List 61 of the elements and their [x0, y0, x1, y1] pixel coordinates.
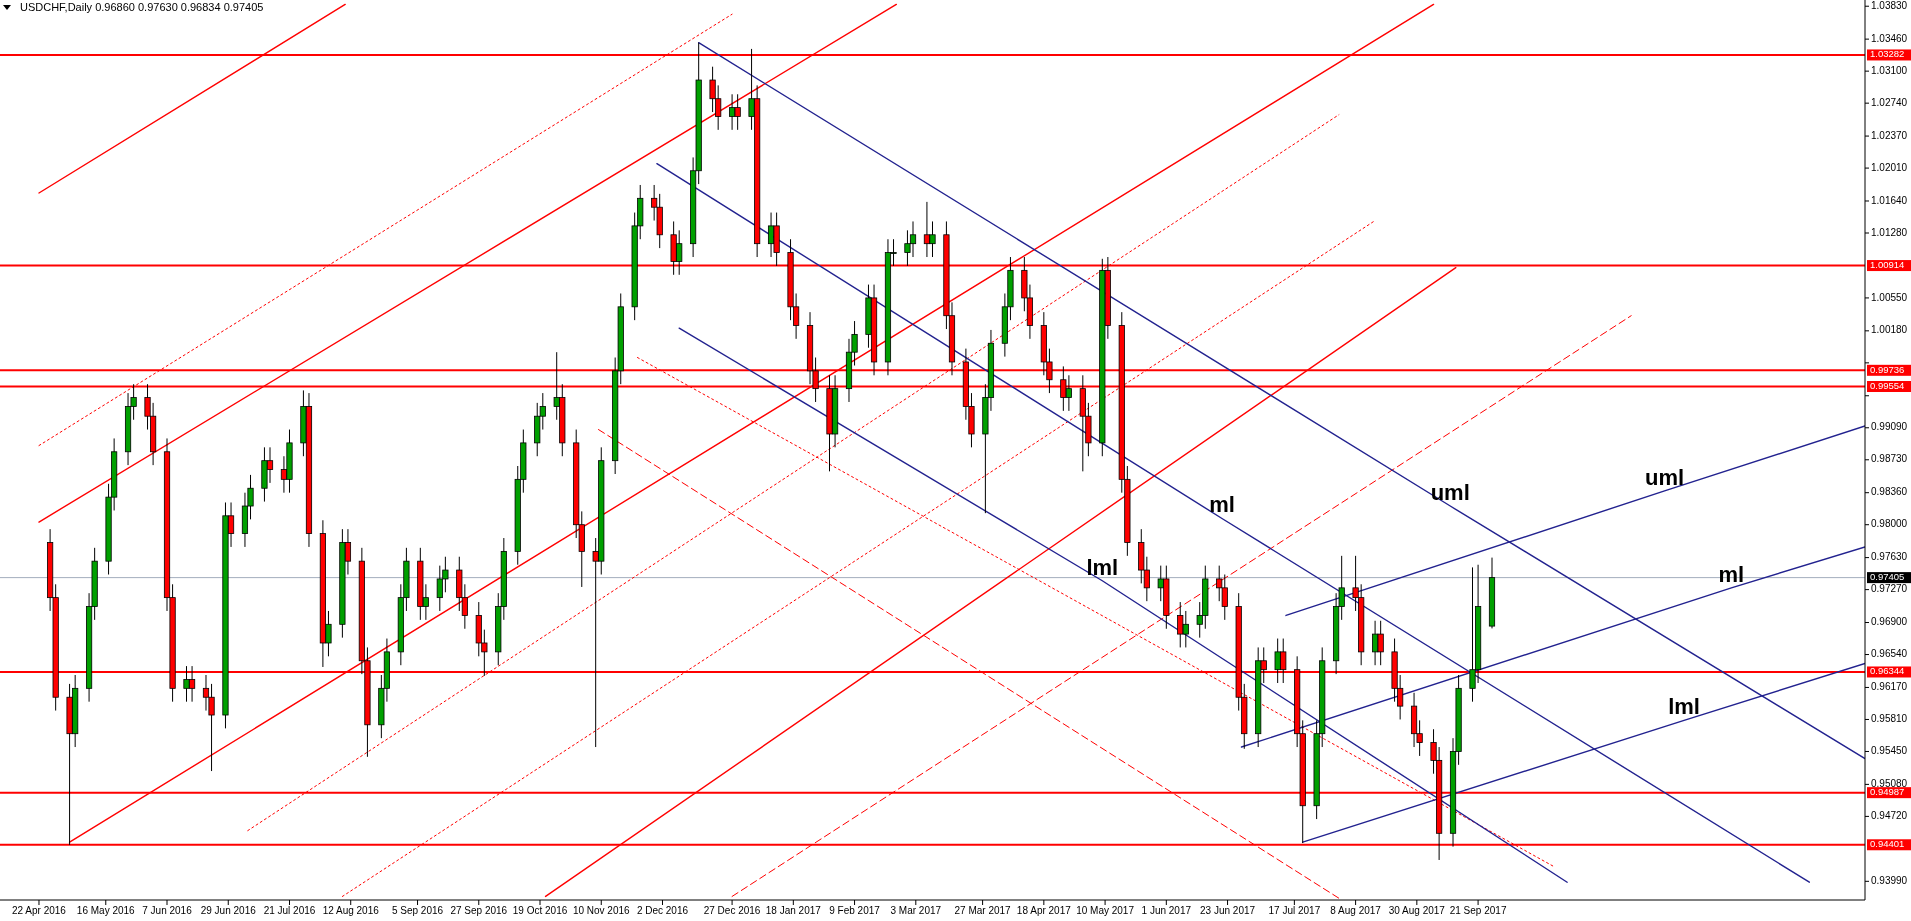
- annotation: uml: [1645, 464, 1685, 490]
- y-tick-label: 0.97630: [1871, 551, 1908, 563]
- ref-line-label: 0.97405: [1870, 571, 1905, 583]
- x-tick-label: 3 Mar 2017: [890, 905, 942, 916]
- ref-line-label: 1.00914: [1870, 259, 1905, 271]
- y-tick-label: 1.02370: [1871, 129, 1908, 141]
- y-tick-label: 0.96900: [1871, 616, 1908, 628]
- x-tick-label: 23 Jun 2017: [1200, 905, 1256, 916]
- annotation: lml: [1668, 694, 1700, 720]
- y-tick-label: 0.94720: [1871, 810, 1908, 822]
- x-tick-label: 10 May 2017: [1076, 905, 1135, 916]
- y-tick-label: 0.99090: [1871, 421, 1908, 433]
- x-tick-label: 30 Aug 2017: [1388, 905, 1446, 916]
- x-tick-label: 22 Apr 2016: [12, 905, 67, 916]
- y-tick-label: 1.02010: [1871, 161, 1908, 173]
- ref-line-label: 0.94401: [1870, 838, 1905, 850]
- annotation: ml: [1718, 561, 1745, 587]
- y-tick-label: 1.03100: [1871, 64, 1908, 76]
- x-tick-label: 18 Jan 2017: [765, 905, 822, 916]
- y-tick-label: 1.03460: [1871, 32, 1908, 44]
- chart-title: USDCHF,Daily 0.96860 0.97630 0.96834 0.97405: [20, 1, 264, 13]
- x-tick-label: 1 Jun 2017: [1141, 905, 1192, 916]
- x-tick-label: 21 Sep 2017: [1449, 905, 1507, 916]
- x-tick-label: 12 Aug 2016: [322, 905, 380, 916]
- y-tick-label: 0.95450: [1871, 745, 1908, 757]
- y-tick-label: 1.02740: [1871, 96, 1908, 108]
- y-tick-label: 0.98730: [1871, 453, 1908, 465]
- annotation: ml: [1209, 492, 1235, 518]
- x-tick-label: 10 Nov 2016: [572, 905, 631, 916]
- y-tick-label: 0.96540: [1871, 648, 1908, 660]
- x-tick-label: 18 Apr 2017: [1016, 905, 1072, 916]
- x-tick-label: 19 Oct 2016: [512, 905, 568, 916]
- x-tick-label: 29 Jun 2016: [200, 905, 257, 916]
- y-tick-label: 1.00180: [1871, 324, 1908, 336]
- y-tick-label: 1.01640: [1871, 194, 1908, 206]
- x-tick-label: 27 Sep 2016: [450, 905, 508, 916]
- y-tick-label: 1.00550: [1871, 291, 1908, 303]
- ref-line-label: 0.99554: [1870, 380, 1905, 392]
- x-tick-label: 27 Mar 2017: [954, 905, 1012, 916]
- x-tick-label: 16 May 2016: [76, 905, 136, 916]
- x-tick-label: 5 Sep 2016: [391, 905, 444, 916]
- y-tick-label: 0.93990: [1871, 874, 1908, 886]
- x-tick-label: 8 Aug 2017: [1330, 905, 1382, 916]
- y-tick-label: 1.01280: [1871, 226, 1908, 238]
- x-tick-label: 9 Feb 2017: [829, 905, 881, 916]
- annotation: uml: [1430, 480, 1470, 506]
- x-tick-label: 27 Dec 2016: [703, 905, 761, 916]
- x-tick-label: 17 Jul 2017: [1268, 905, 1321, 916]
- ref-line-label: 0.99736: [1870, 363, 1905, 375]
- y-tick-label: 0.97270: [1871, 583, 1908, 595]
- y-tick-label: 0.98000: [1871, 518, 1908, 530]
- y-tick-label: 0.96170: [1871, 681, 1908, 693]
- y-tick-label: 1.03830: [1871, 0, 1908, 11]
- x-tick-label: 7 Jun 2016: [142, 905, 193, 916]
- y-tick-label: 0.98360: [1871, 486, 1908, 498]
- annotation: lml: [1086, 554, 1119, 580]
- y-tick-label: 0.95810: [1871, 713, 1908, 725]
- ref-line-label: 0.96344: [1870, 665, 1905, 677]
- x-tick-label: 21 Jul 2016: [263, 905, 316, 916]
- x-tick-label: 2 Dec 2016: [636, 905, 689, 916]
- ref-line-label: 1.03282: [1870, 48, 1905, 60]
